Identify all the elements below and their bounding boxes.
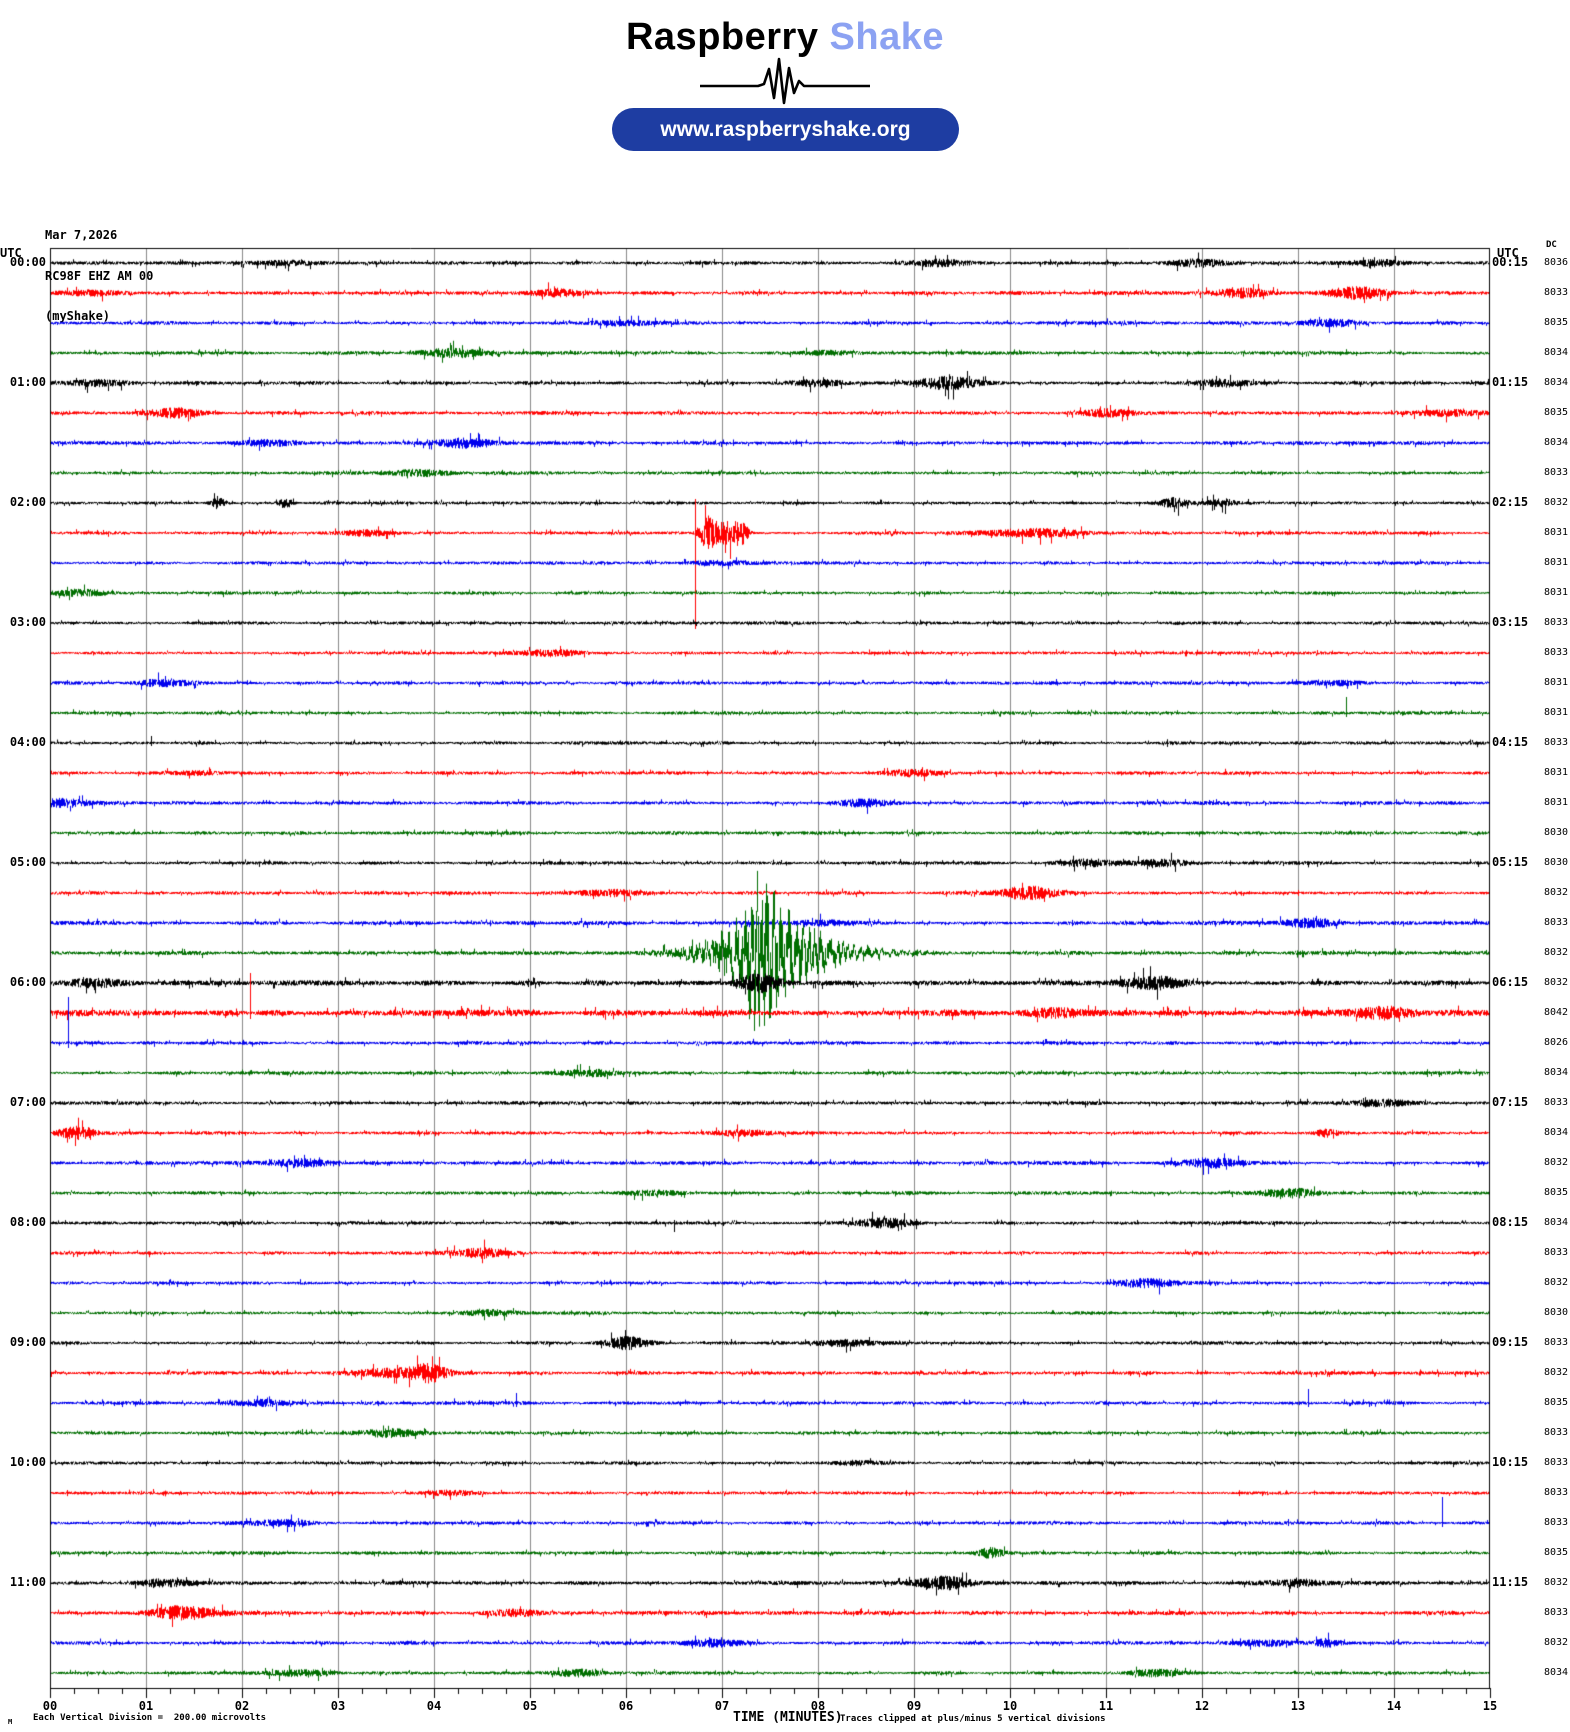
dc-offset-value: 8032 [1544, 1637, 1569, 1648]
dc-offset-value: 8030 [1544, 827, 1569, 838]
dc-offset-value: 8032 [1544, 887, 1569, 898]
dc-offset-value: 8035 [1544, 407, 1569, 418]
dc-offset-value: 8032 [1544, 1367, 1569, 1378]
scale-mark: M [8, 1718, 13, 1726]
utc-hour-label-right: 05:15 [1492, 855, 1529, 869]
utc-hour-label-left: 09:00 [9, 1335, 46, 1349]
x-axis-tick-label: 02 [234, 1699, 250, 1713]
x-axis-tick-label: 06 [618, 1699, 634, 1713]
utc-hour-label-left: 05:00 [9, 855, 46, 869]
dc-offset-value: 8031 [1544, 527, 1569, 538]
dc-offset-value: 8033 [1544, 1427, 1569, 1438]
dc-offset-value: 8034 [1544, 1127, 1569, 1138]
dc-offset-value: 8034 [1544, 377, 1569, 388]
dc-offset-value: 8033 [1544, 1097, 1569, 1108]
dc-offset-value: 8031 [1544, 797, 1569, 808]
dc-offset-value: 8033 [1544, 287, 1569, 298]
utc-hour-label-right: 04:15 [1492, 735, 1529, 749]
dc-offset-value: 8032 [1544, 497, 1569, 508]
dc-offset-value: 8032 [1544, 1277, 1569, 1288]
dc-offset-value: 8042 [1544, 1007, 1569, 1018]
dc-offset-value: 8033 [1544, 467, 1569, 478]
utc-hour-label-right: 02:15 [1492, 495, 1529, 509]
dc-offset-value: 8034 [1544, 1067, 1569, 1078]
utc-hour-label-right: 06:15 [1492, 975, 1529, 989]
x-axis-tick-label: 14 [1386, 1699, 1402, 1713]
dc-offset-value: 8034 [1544, 347, 1569, 358]
dc-offset-value: 8034 [1544, 1217, 1569, 1228]
dc-offset-value: 8031 [1544, 677, 1569, 688]
dc-offset-value: 8035 [1544, 1547, 1569, 1558]
utc-hour-label-right: 09:15 [1492, 1335, 1529, 1349]
x-axis-tick-label: 01 [138, 1699, 154, 1713]
dc-offset-value: 8033 [1544, 1487, 1569, 1498]
utc-hour-label-right: 07:15 [1492, 1095, 1529, 1109]
utc-hour-label-left: 01:00 [9, 375, 46, 389]
dc-offset-value: 8031 [1544, 587, 1569, 598]
utc-hour-label-left: 03:00 [9, 615, 46, 629]
dc-offset-value: 8033 [1544, 917, 1569, 928]
x-axis-tick-label: 03 [330, 1699, 346, 1713]
utc-hour-label-left: 04:00 [9, 735, 46, 749]
utc-hour-label-right: 01:15 [1492, 375, 1529, 389]
vertical-division-note: Each Vertical Division = 200.00 microvol… [33, 1713, 266, 1723]
utc-hour-label-left: 06:00 [9, 975, 46, 989]
x-axis-tick-label: 13 [1290, 1699, 1306, 1713]
dc-offset-value: 8033 [1544, 737, 1569, 748]
dc-offset-value: 8033 [1544, 617, 1569, 628]
dc-offset-value: 8034 [1544, 437, 1569, 448]
dc-offset-value: 8035 [1544, 1187, 1569, 1198]
dc-offset-value: 8035 [1544, 317, 1569, 328]
x-axis-tick-label: 11 [1098, 1699, 1114, 1713]
x-axis-tick-label: 12 [1194, 1699, 1210, 1713]
x-axis-tick-label: 07 [714, 1699, 730, 1713]
dc-offset-value: 8033 [1544, 1457, 1569, 1468]
dc-offset-value: 8032 [1544, 1577, 1569, 1588]
dc-offset-value: 8030 [1544, 1307, 1569, 1318]
dc-offset-value: 8036 [1544, 257, 1569, 268]
dc-offset-value: 8032 [1544, 977, 1569, 988]
x-axis-tick-label: 08 [810, 1699, 826, 1713]
clip-note: Traces clipped at plus/minus 5 vertical … [840, 1714, 1106, 1724]
utc-hour-label-right: 10:15 [1492, 1455, 1529, 1469]
utc-hour-label-left: 08:00 [9, 1215, 46, 1229]
x-axis-tick-label: 00 [42, 1699, 58, 1713]
dc-offset-value: 8031 [1544, 557, 1569, 568]
utc-hour-label-right: 08:15 [1492, 1215, 1529, 1229]
x-axis-tick-label: 09 [906, 1699, 922, 1713]
dc-offset-value: 8031 [1544, 707, 1569, 718]
dc-offset-value: 8033 [1544, 647, 1569, 658]
utc-hour-label-right: 11:15 [1492, 1575, 1529, 1589]
x-axis-tick-label: 15 [1482, 1699, 1498, 1713]
utc-hour-label-left: 10:00 [9, 1455, 46, 1469]
utc-hour-label-left: 02:00 [9, 495, 46, 509]
dc-offset-value: 8033 [1544, 1247, 1569, 1258]
utc-hour-label-left: 07:00 [9, 1095, 46, 1109]
utc-hour-label-right: 03:15 [1492, 615, 1529, 629]
x-axis-tick-label: 04 [426, 1699, 442, 1713]
dc-offset-value: 8033 [1544, 1607, 1569, 1618]
x-axis-tick-label: 05 [522, 1699, 538, 1713]
dc-offset-value: 8035 [1544, 1397, 1569, 1408]
dc-offset-value: 8033 [1544, 1337, 1569, 1348]
dc-offset-value: 8026 [1544, 1037, 1569, 1048]
dc-offset-value: 8031 [1544, 767, 1569, 778]
dc-offset-value: 8033 [1544, 1517, 1569, 1528]
utc-hour-label-left: 11:00 [9, 1575, 46, 1589]
dc-offset-value: 8032 [1544, 947, 1569, 958]
utc-hour-label-left: 00:00 [9, 255, 46, 269]
dc-offset-value: 8032 [1544, 1157, 1569, 1168]
utc-hour-label-right: 00:15 [1492, 255, 1529, 269]
dc-offset-value: 8034 [1544, 1667, 1569, 1678]
dc-offset-value: 8030 [1544, 857, 1569, 868]
x-axis-title: TIME (MINUTES) [733, 1710, 843, 1725]
x-axis-tick-label: 10 [1002, 1699, 1018, 1713]
